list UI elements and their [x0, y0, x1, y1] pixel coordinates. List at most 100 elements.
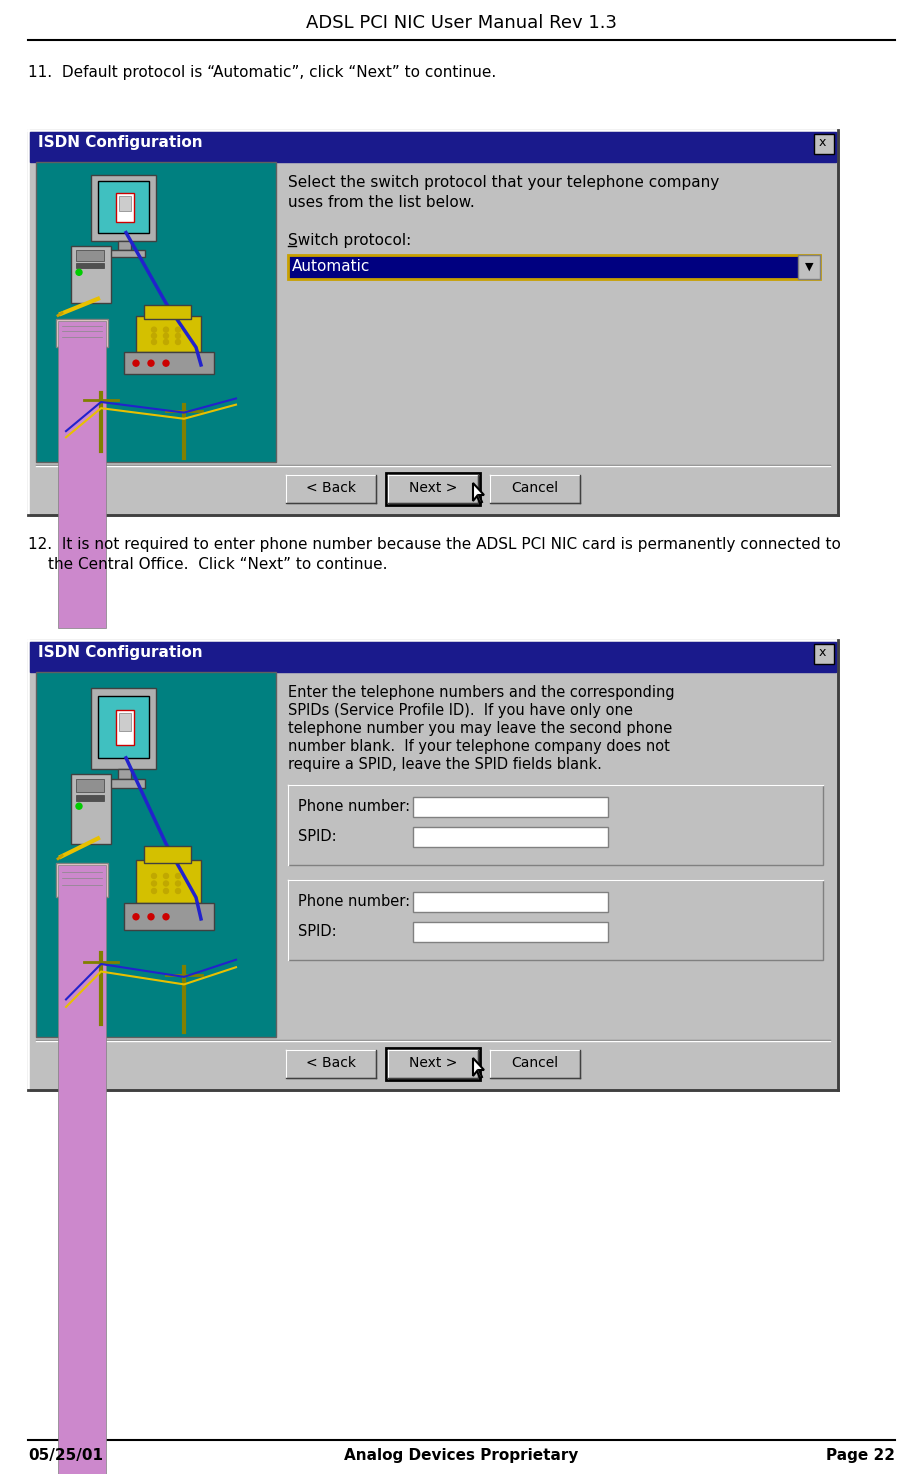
Bar	[56, 318, 108, 348]
Circle shape	[76, 803, 82, 809]
Circle shape	[76, 270, 82, 276]
Text: Next >: Next >	[409, 481, 457, 495]
Circle shape	[163, 874, 169, 879]
Circle shape	[148, 360, 154, 366]
Circle shape	[175, 339, 181, 345]
Text: Next >: Next >	[409, 1055, 457, 1070]
Bar	[116, 709, 134, 744]
Text: SPID:: SPID:	[298, 924, 337, 939]
Bar	[388, 1049, 478, 1077]
Bar	[76, 264, 104, 268]
Bar	[288, 880, 823, 960]
Bar	[144, 305, 191, 318]
Text: ▼: ▼	[805, 262, 813, 273]
Bar	[286, 475, 376, 503]
Bar	[98, 696, 149, 758]
Bar	[56, 864, 108, 898]
Text: Select the switch protocol that your telephone company: Select the switch protocol that your tel…	[288, 175, 719, 190]
Bar	[28, 130, 838, 514]
Circle shape	[175, 889, 181, 893]
Text: 05/25/01: 05/25/01	[28, 1447, 103, 1464]
Text: telephone number you may leave the second phone: telephone number you may leave the secon…	[288, 721, 672, 736]
Bar	[76, 780, 104, 792]
Text: SPIDs (Service Profile ID).  If you have only one: SPIDs (Service Profile ID). If you have …	[288, 703, 633, 718]
Bar	[136, 317, 201, 352]
Bar	[30, 643, 836, 672]
Bar	[104, 780, 145, 789]
Circle shape	[151, 339, 157, 345]
Bar	[30, 133, 836, 162]
Text: Switch protocol:: Switch protocol:	[288, 233, 412, 248]
Circle shape	[163, 339, 169, 345]
Bar	[124, 352, 214, 374]
Bar	[98, 181, 149, 233]
Circle shape	[163, 333, 169, 339]
Text: Automatic: Automatic	[292, 259, 370, 274]
Circle shape	[151, 333, 157, 339]
Text: < Back: < Back	[306, 481, 356, 495]
Bar	[288, 255, 820, 279]
Polygon shape	[473, 483, 484, 503]
Circle shape	[148, 914, 154, 920]
Circle shape	[163, 914, 169, 920]
Bar	[814, 134, 834, 153]
Bar	[91, 175, 156, 242]
Circle shape	[151, 874, 157, 879]
Bar	[286, 1049, 376, 1077]
Circle shape	[175, 881, 181, 886]
Text: Page 22: Page 22	[826, 1447, 895, 1464]
Text: 12.  It is not required to enter phone number because the ADSL PCI NIC card is p: 12. It is not required to enter phone nu…	[28, 537, 841, 551]
Bar	[490, 475, 580, 503]
Circle shape	[151, 889, 157, 893]
Bar	[58, 865, 106, 1474]
Bar	[136, 859, 201, 902]
Bar	[116, 193, 134, 223]
Bar	[413, 797, 608, 817]
Bar	[288, 786, 823, 865]
Bar	[388, 475, 478, 503]
Bar	[386, 1048, 480, 1080]
Bar	[386, 473, 480, 506]
Bar	[76, 796, 104, 800]
Bar	[36, 672, 276, 1038]
Bar	[76, 251, 104, 261]
Bar	[71, 774, 111, 843]
Text: Enter the telephone numbers and the corresponding: Enter the telephone numbers and the corr…	[288, 685, 675, 700]
Text: Cancel: Cancel	[511, 1055, 558, 1070]
Bar	[413, 892, 608, 912]
Text: < Back: < Back	[306, 1055, 356, 1070]
Circle shape	[163, 327, 169, 332]
Circle shape	[133, 360, 139, 366]
Circle shape	[175, 333, 181, 339]
Bar	[118, 768, 131, 780]
Text: ISDN Configuration: ISDN Configuration	[38, 136, 203, 150]
Bar	[413, 827, 608, 848]
Text: ISDN Configuration: ISDN Configuration	[38, 646, 203, 660]
Text: the Central Office.  Click “Next” to continue.: the Central Office. Click “Next” to cont…	[48, 557, 388, 572]
Bar	[118, 242, 131, 251]
Text: number blank.  If your telephone company does not: number blank. If your telephone company …	[288, 738, 670, 755]
Bar	[58, 321, 106, 628]
Text: Phone number:: Phone number:	[298, 799, 410, 814]
Text: Analog Devices Proprietary: Analog Devices Proprietary	[343, 1447, 578, 1464]
Circle shape	[163, 889, 169, 893]
Text: x: x	[819, 646, 826, 659]
Bar	[798, 255, 820, 279]
Bar	[119, 196, 131, 211]
Text: require a SPID, leave the SPID fields blank.: require a SPID, leave the SPID fields bl…	[288, 758, 602, 772]
Text: x: x	[819, 136, 826, 149]
Polygon shape	[473, 1058, 484, 1077]
Bar	[36, 162, 276, 461]
Circle shape	[133, 914, 139, 920]
Bar	[28, 640, 838, 1089]
Bar	[814, 644, 834, 663]
Text: uses from the list below.: uses from the list below.	[288, 195, 474, 209]
Text: SPID:: SPID:	[298, 828, 337, 845]
Text: 11.  Default protocol is “Automatic”, click “Next” to continue.: 11. Default protocol is “Automatic”, cli…	[28, 65, 497, 80]
Bar	[104, 251, 145, 258]
Circle shape	[163, 360, 169, 366]
Bar	[124, 902, 214, 930]
Bar	[490, 1049, 580, 1077]
Circle shape	[175, 327, 181, 332]
Circle shape	[151, 327, 157, 332]
